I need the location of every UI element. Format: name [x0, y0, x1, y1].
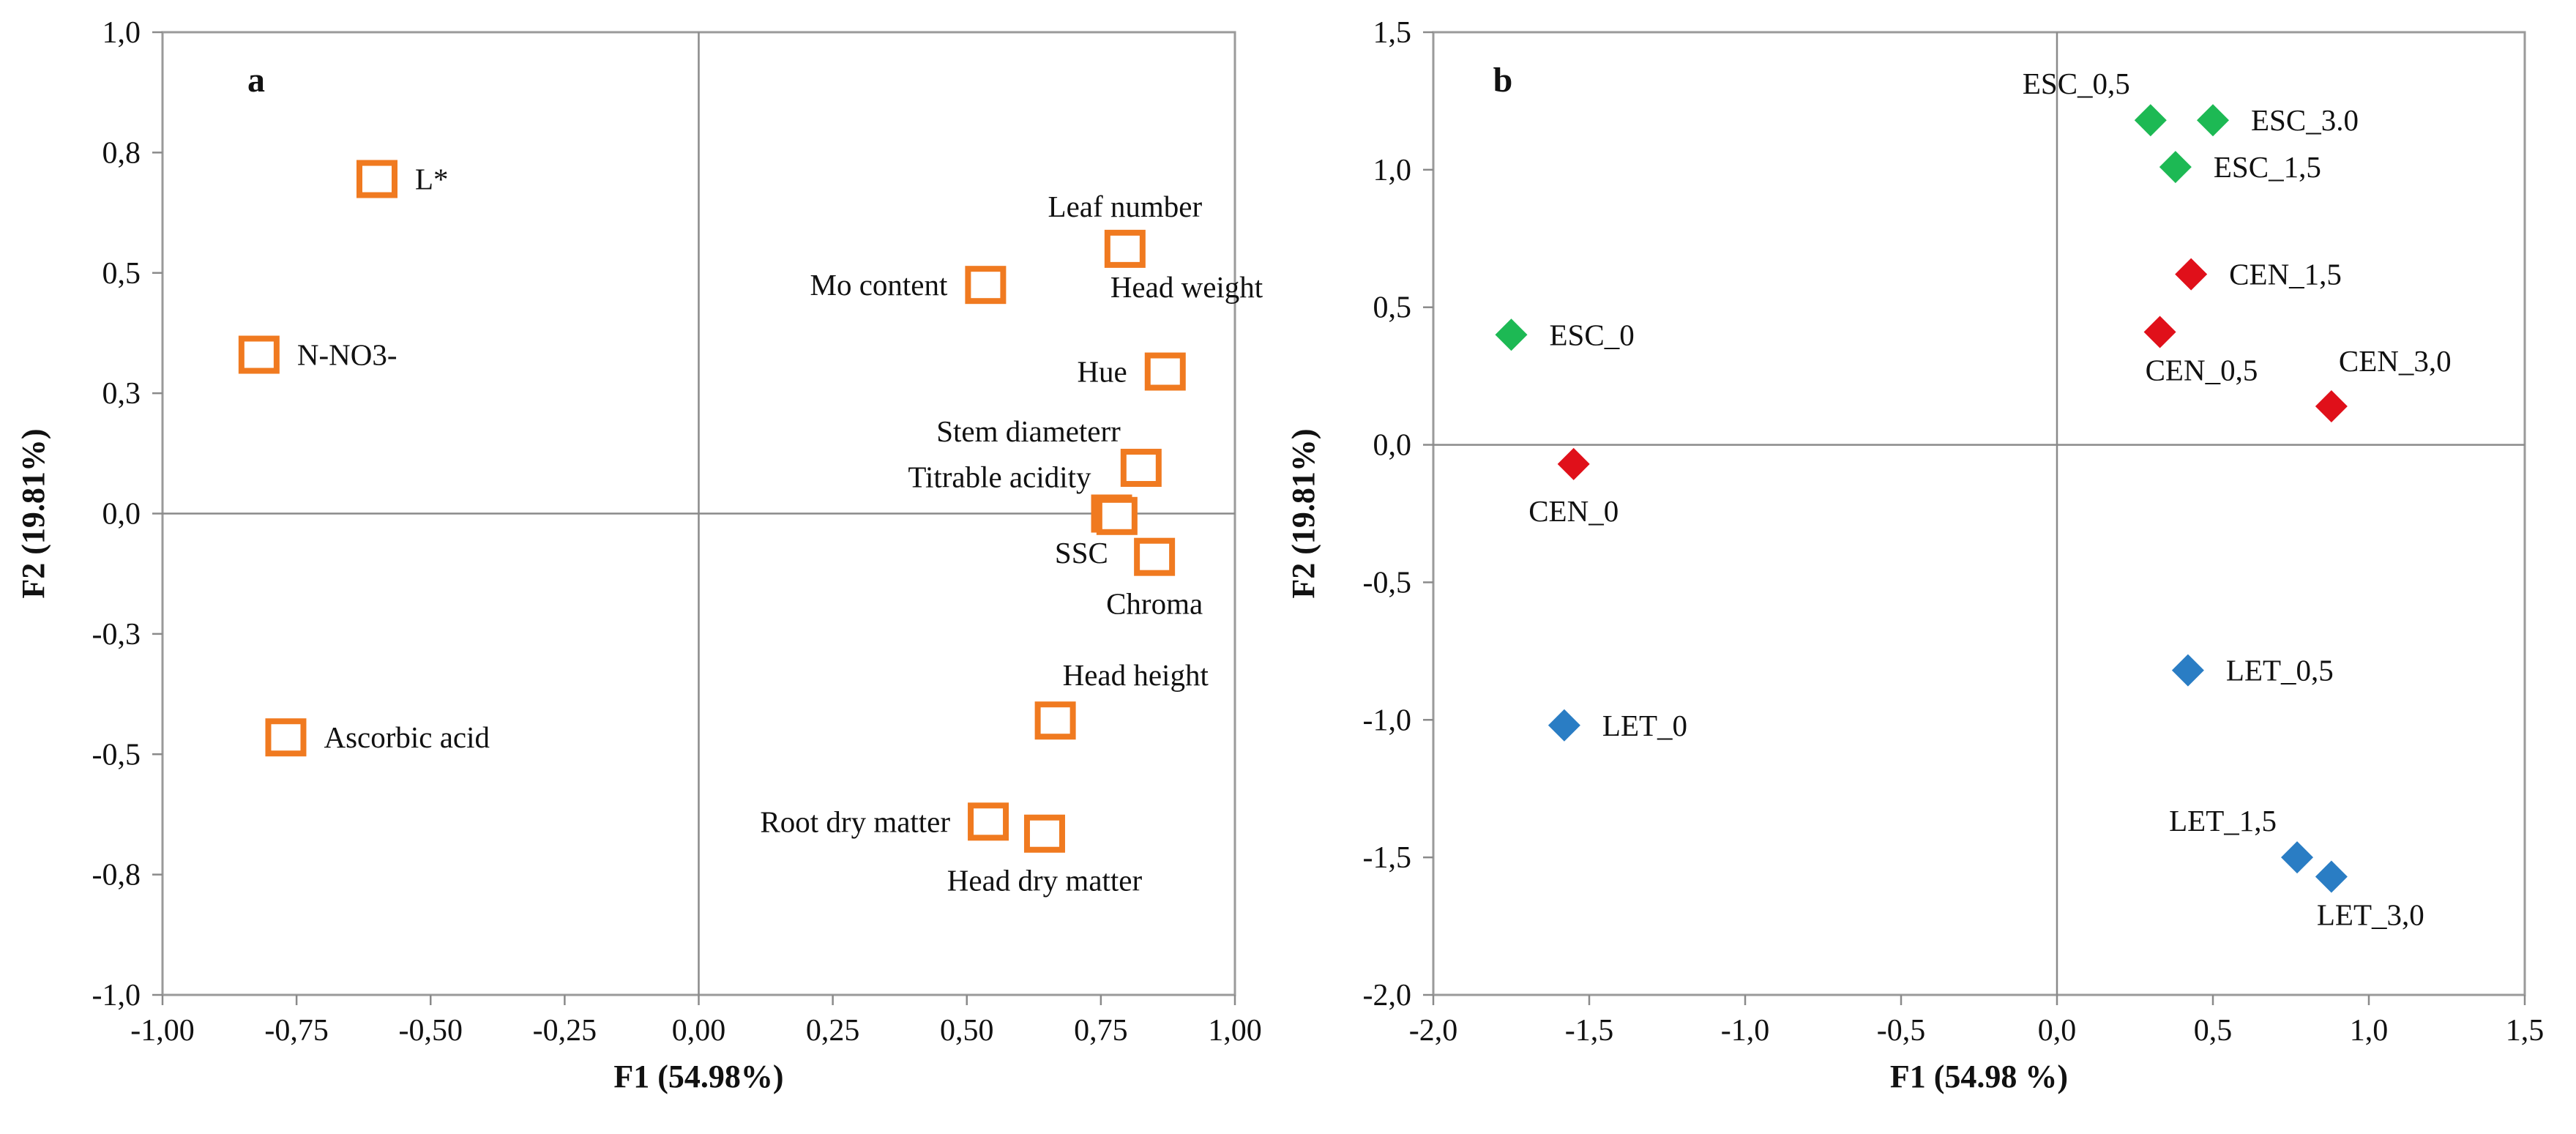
y-tick-label: 0,3 — [102, 377, 141, 411]
data-point-label: Mo content — [810, 268, 947, 302]
y-tick-label: -0,5 — [92, 738, 141, 772]
x-tick-label: 0,50 — [940, 1014, 994, 1048]
x-tick-label: -0,25 — [533, 1014, 597, 1048]
data-point-label: CEN_0 — [1528, 494, 1619, 528]
data-point-marker — [1034, 701, 1076, 740]
panel-letter: a — [247, 61, 265, 100]
data-point-label: Head height — [1063, 658, 1209, 692]
data-point-label: SSC — [1055, 536, 1108, 570]
data-point-marker — [265, 718, 307, 757]
data-point-diamond — [2281, 841, 2314, 874]
data-point-marker — [1144, 352, 1186, 391]
data-point-marker — [968, 802, 1009, 841]
x-tick-label: 0,25 — [806, 1014, 860, 1048]
data-point-label: Chroma — [1106, 587, 1203, 621]
data-point-diamond — [2197, 104, 2229, 137]
x-tick-label: 1,0 — [2350, 1014, 2389, 1048]
y-tick-label: 0,8 — [102, 136, 141, 170]
data-point-marker — [238, 335, 280, 374]
data-point-diamond — [2171, 654, 2204, 687]
data-point-marker — [965, 266, 1007, 305]
data-point-label: Head weight — [1110, 270, 1263, 304]
plot-frame — [1432, 31, 2526, 996]
data-point-label: LET_1,5 — [2169, 804, 2277, 838]
panel-a: -1,00 -0,75 -0,50 -0,25 0,00 0,25 0,50 0,75 1,00… — [15, 16, 1263, 1094]
data-point-label: Titrable acidity — [908, 460, 1091, 494]
x-tick-label: 0,5 — [2194, 1014, 2233, 1048]
y-tick-label: -0,5 — [1363, 566, 1412, 600]
data-point-label: ESC_3.0 — [2251, 103, 2359, 137]
data-point-label: Leaf number — [1048, 190, 1203, 223]
data-point-label: ESC_0 — [1550, 318, 1635, 351]
data-point-label: Root dry matter — [760, 805, 950, 838]
x-tick-label: -2,0 — [1409, 1014, 1458, 1048]
data-point-label: LET_0 — [1602, 709, 1687, 742]
x-axis-title: F1 (54.98 %) — [1890, 1059, 2068, 1094]
y-tick-label: -1,0 — [92, 979, 141, 1012]
panel-b: -2,0 -1,5 -1,0 -0,5 0,0 0,5 1,0 1,5 -2,0 -1,5 -1,0… — [1285, 16, 2544, 1094]
x-tick-label: 0,00 — [672, 1014, 726, 1048]
data-point-marker — [1096, 496, 1138, 535]
data-point-label: CEN_3,0 — [2339, 344, 2452, 378]
x-tick-label: 0,75 — [1074, 1014, 1128, 1048]
data-point-label: Hue — [1077, 355, 1127, 389]
y-axis-title: F2 (19.81%) — [1285, 428, 1321, 598]
data-point-label: Head dry matter — [947, 864, 1143, 898]
data-point-label: L* — [415, 163, 449, 196]
data-point-label: CEN_1,5 — [2229, 258, 2342, 291]
x-tick-label: -0,50 — [399, 1014, 463, 1048]
y-tick-label: -1,0 — [1363, 704, 1412, 737]
x-tick-label: 1,5 — [2506, 1014, 2545, 1048]
data-point-label: ESC_1,5 — [2214, 150, 2321, 184]
x-axis-title: F1 (54.98%) — [613, 1059, 783, 1094]
data-point-label: LET_0,5 — [2226, 654, 2334, 687]
x-tick-label: -1,00 — [130, 1014, 195, 1048]
data-point-diamond — [1557, 447, 1590, 480]
y-tick-label: -2,0 — [1363, 979, 1412, 1012]
data-point-marker — [1120, 449, 1162, 488]
data-point-diamond — [1548, 709, 1580, 742]
data-point-diamond — [2134, 104, 2167, 137]
data-point-label: Ascorbic acid — [324, 720, 490, 754]
data-point-label: N-NO3- — [297, 338, 397, 372]
x-tick-label: -1,5 — [1565, 1014, 1614, 1048]
y-tick-label: -0,3 — [92, 618, 141, 652]
data-point-marker — [1023, 814, 1065, 853]
x-tick-label: -1,0 — [1721, 1014, 1770, 1048]
y-tick-label: 1,5 — [1373, 16, 1412, 50]
data-point-marker — [356, 160, 397, 198]
y-tick-label: -1,5 — [1363, 841, 1412, 875]
panel-letter: b — [1493, 61, 1513, 100]
data-point-label: ESC_0,5 — [2023, 67, 2130, 100]
x-tick-label: 0,0 — [2038, 1014, 2077, 1048]
x-tick-label: 1,00 — [1208, 1014, 1262, 1048]
data-point-diamond — [2175, 258, 2208, 291]
y-axis-title: F2 (19.81%) — [15, 428, 51, 598]
data-point-diamond — [2315, 389, 2348, 422]
data-point-diamond — [2159, 151, 2192, 184]
x-tick-label: -0,75 — [264, 1014, 329, 1048]
y-tick-label: 0,5 — [102, 257, 141, 291]
data-point-diamond — [1495, 318, 1528, 351]
data-point-marker — [1134, 537, 1176, 576]
data-point-label: Stem diameterr — [936, 414, 1121, 448]
y-tick-label: -0,8 — [92, 859, 141, 892]
data-point-marker — [1104, 229, 1146, 268]
y-tick-label: 0,5 — [1373, 291, 1412, 325]
data-point-diamond — [2315, 860, 2348, 893]
y-tick-label: 1,0 — [1373, 154, 1412, 187]
y-tick-label: 1,0 — [102, 16, 141, 50]
y-tick-label: 0,0 — [1373, 429, 1412, 463]
y-tick-label: 0,0 — [102, 498, 141, 531]
data-point-label: LET_3,0 — [2317, 898, 2424, 931]
data-point-diamond — [2143, 316, 2176, 348]
x-tick-label: -0,5 — [1877, 1014, 1926, 1048]
data-point-label: CEN_0,5 — [2146, 354, 2258, 387]
